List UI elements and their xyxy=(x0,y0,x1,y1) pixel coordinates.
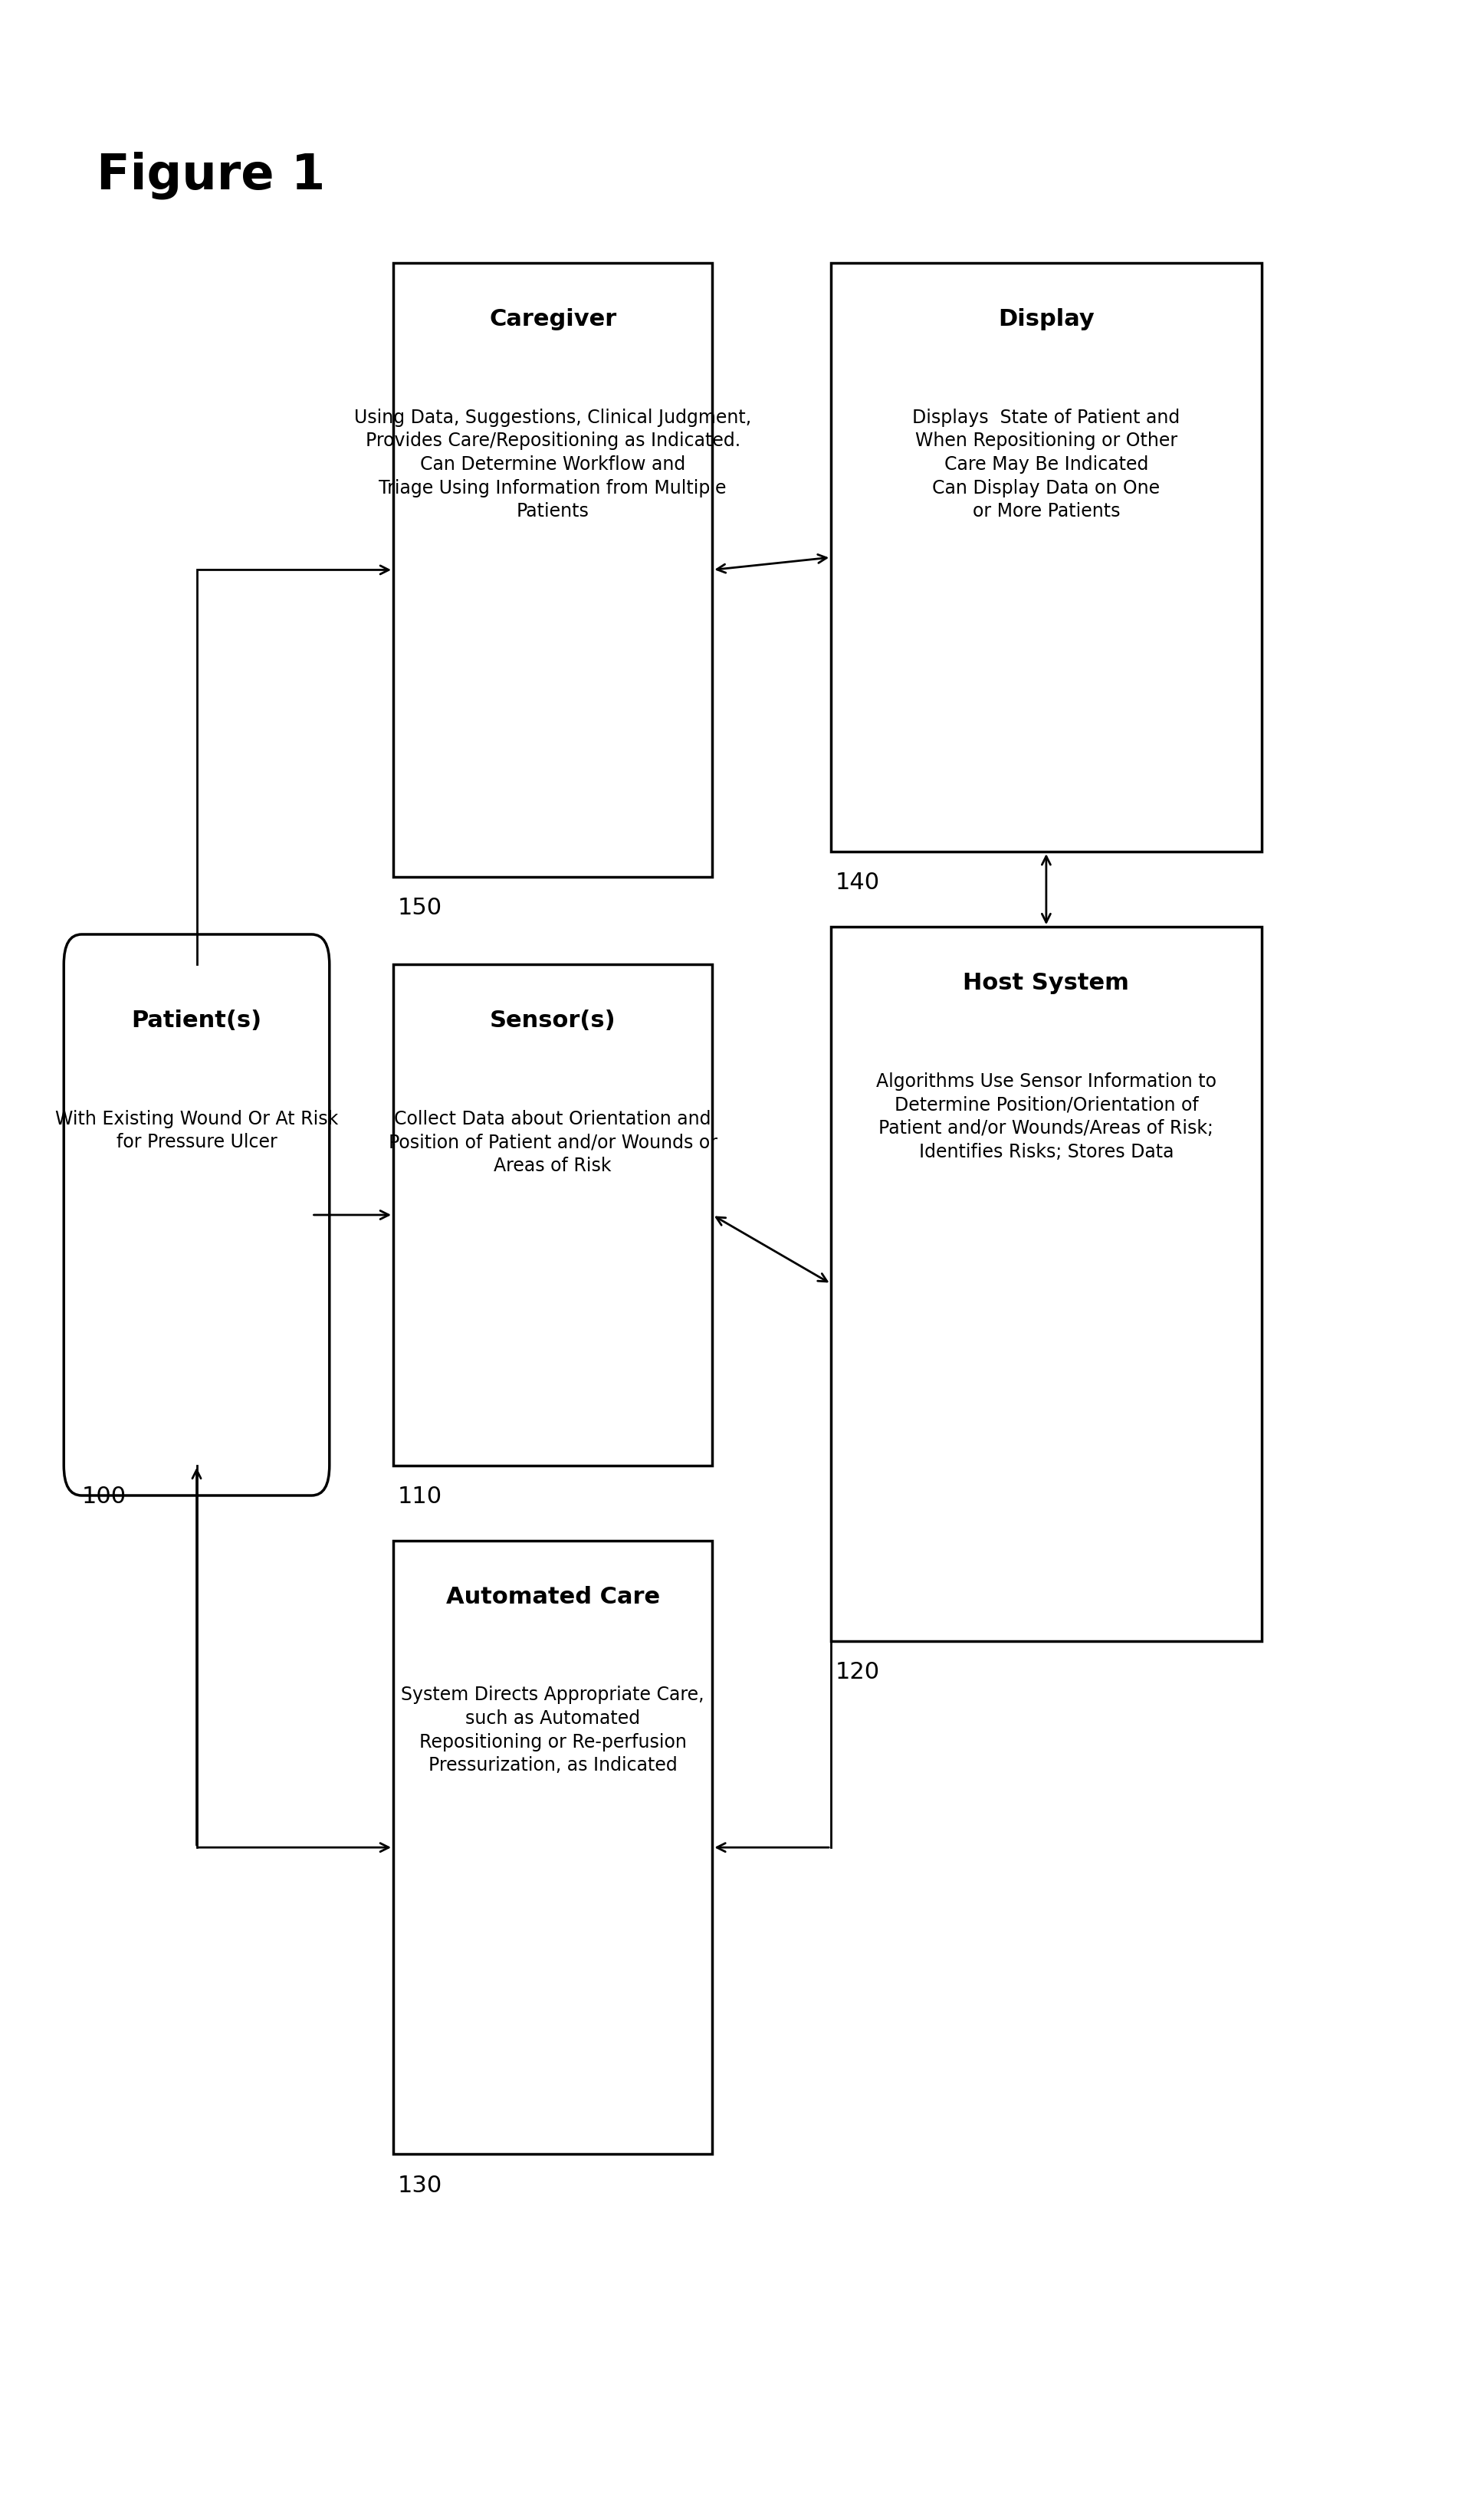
FancyBboxPatch shape xyxy=(393,964,712,1465)
Text: 120: 120 xyxy=(835,1661,880,1683)
Text: Host System: Host System xyxy=(963,972,1129,994)
FancyBboxPatch shape xyxy=(393,263,712,877)
Text: Collect Data about Orientation and
Position of Patient and/or Wounds or
Areas of: Collect Data about Orientation and Posit… xyxy=(389,1110,717,1175)
Text: System Directs Appropriate Care,
such as Automated
Repositioning or Re-perfusion: System Directs Appropriate Care, such as… xyxy=(401,1686,705,1774)
Text: 140: 140 xyxy=(835,872,880,894)
Text: Caregiver: Caregiver xyxy=(490,308,616,331)
Text: 110: 110 xyxy=(398,1485,442,1508)
Text: 100: 100 xyxy=(82,1485,126,1508)
Text: Figure 1: Figure 1 xyxy=(96,150,325,200)
Text: With Existing Wound Or At Risk
for Pressure Ulcer: With Existing Wound Or At Risk for Press… xyxy=(55,1110,338,1152)
Text: Sensor(s): Sensor(s) xyxy=(490,1010,616,1032)
Text: Displays  State of Patient and
When Repositioning or Other
Care May Be Indicated: Displays State of Patient and When Repos… xyxy=(913,408,1180,521)
FancyBboxPatch shape xyxy=(64,934,329,1495)
FancyBboxPatch shape xyxy=(393,1541,712,2154)
Text: 130: 130 xyxy=(398,2174,442,2197)
Text: Automated Care: Automated Care xyxy=(445,1586,660,1608)
Text: Patient(s): Patient(s) xyxy=(132,1010,261,1032)
Text: Display: Display xyxy=(999,308,1094,331)
Text: 150: 150 xyxy=(398,897,442,919)
FancyBboxPatch shape xyxy=(831,263,1261,852)
Text: Algorithms Use Sensor Information to
Determine Position/Orientation of
Patient a: Algorithms Use Sensor Information to Det… xyxy=(876,1072,1217,1160)
Text: Using Data, Suggestions, Clinical Judgment,
Provides Care/Repositioning as Indic: Using Data, Suggestions, Clinical Judgme… xyxy=(355,408,751,521)
FancyBboxPatch shape xyxy=(831,927,1261,1641)
